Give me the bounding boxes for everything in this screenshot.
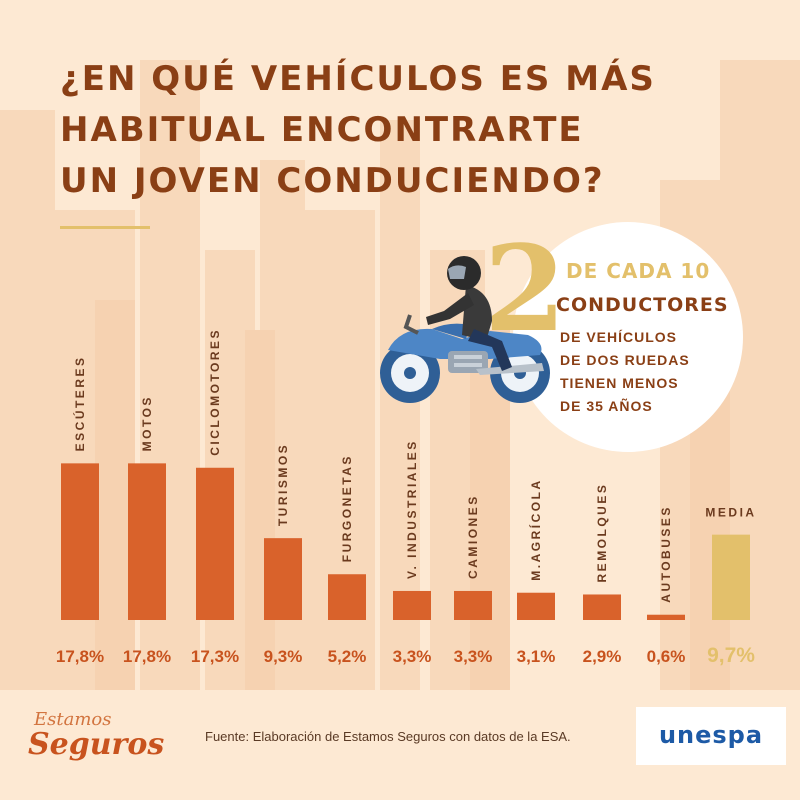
value-label-m-agricola: 3,1% <box>517 647 556 666</box>
category-label-remolques: REMOLQUES <box>595 483 609 583</box>
estamos-seguros-logo: Estamos Seguros <box>22 705 165 775</box>
stat-small-text: DE VEHÍCULOS DE DOS RUEDAS TIENEN MENOS … <box>560 326 690 418</box>
unespa-logo: unespa <box>658 721 764 749</box>
category-label-escuteres: ESCÚTERES <box>72 356 87 452</box>
value-label-autobuses: 0,6% <box>647 647 686 666</box>
unespa-logo-box: unespa <box>636 707 786 765</box>
stat-small-line-4: DE 35 AÑOS <box>560 398 653 414</box>
category-label-camiones: CAMIONES <box>466 494 480 579</box>
value-label-ciclomotores: 17,3% <box>191 647 239 666</box>
stat-small-line-3: TIENEN MENOS <box>560 375 679 391</box>
category-label-furgonetas: FURGONETAS <box>340 454 354 562</box>
bar-media <box>712 534 750 620</box>
title-divider <box>60 226 150 229</box>
title-line-3: UN JOVEN CONDUCIENDO? <box>60 161 605 201</box>
bar-turismos <box>264 538 302 620</box>
stat-line-1: DE CADA 10 <box>566 259 711 283</box>
title-line-1: ¿EN QUÉ VEHÍCULOS ES MÁS <box>60 59 656 99</box>
stat-small-line-2: DE DOS RUEDAS <box>560 352 690 368</box>
average-value-label: 9,7% <box>707 644 755 667</box>
stat-circle <box>513 222 743 452</box>
value-label-turismos: 9,3% <box>264 647 303 666</box>
source-note: Fuente: Elaboración de Estamos Seguros c… <box>205 729 571 744</box>
bar-m-agricola <box>517 592 555 620</box>
bar-camiones <box>454 590 492 620</box>
category-label-v-industriales: V. INDUSTRIALES <box>405 439 419 579</box>
logo-top-text: Estamos <box>34 709 112 730</box>
title-line-2: HABITUAL ENCONTRARTE <box>60 110 584 150</box>
category-label-motos: MOTOS <box>140 395 154 451</box>
bar-escuteres <box>61 463 99 620</box>
category-label-autobuses: AUTOBUSES <box>659 505 673 603</box>
category-label-m-agricola: M.AGRÍCOLA <box>528 478 543 580</box>
bar-motos <box>128 463 166 620</box>
value-label-furgonetas: 5,2% <box>328 647 367 666</box>
bar-v-industriales <box>393 590 431 620</box>
average-label: MEDIA <box>705 506 756 520</box>
motorcycle-rider-icon <box>380 256 550 403</box>
category-label-ciclomotores: CICLOMOTORES <box>208 328 222 456</box>
value-label-camiones: 3,3% <box>454 647 493 666</box>
stat-small-line-1: DE VEHÍCULOS <box>560 329 678 345</box>
bar-ciclomotores <box>196 467 234 620</box>
value-label-motos: 17,8% <box>123 647 171 666</box>
bar-furgonetas <box>328 574 366 620</box>
logo-bottom-text: Seguros <box>28 727 165 762</box>
bar-remolques <box>583 594 621 620</box>
page-title: ¿EN QUÉ VEHÍCULOS ES MÁS HABITUAL ENCONT… <box>60 54 660 207</box>
bar-autobuses <box>647 614 685 620</box>
stat-big-number: 2 <box>484 219 567 358</box>
value-label-escuteres: 17,8% <box>56 647 104 666</box>
category-label-turismos: TURISMOS <box>276 443 290 526</box>
value-label-v-industriales: 3,3% <box>393 647 432 666</box>
stat-line-2: CONDUCTORES <box>556 294 729 316</box>
value-label-remolques: 2,9% <box>583 647 622 666</box>
